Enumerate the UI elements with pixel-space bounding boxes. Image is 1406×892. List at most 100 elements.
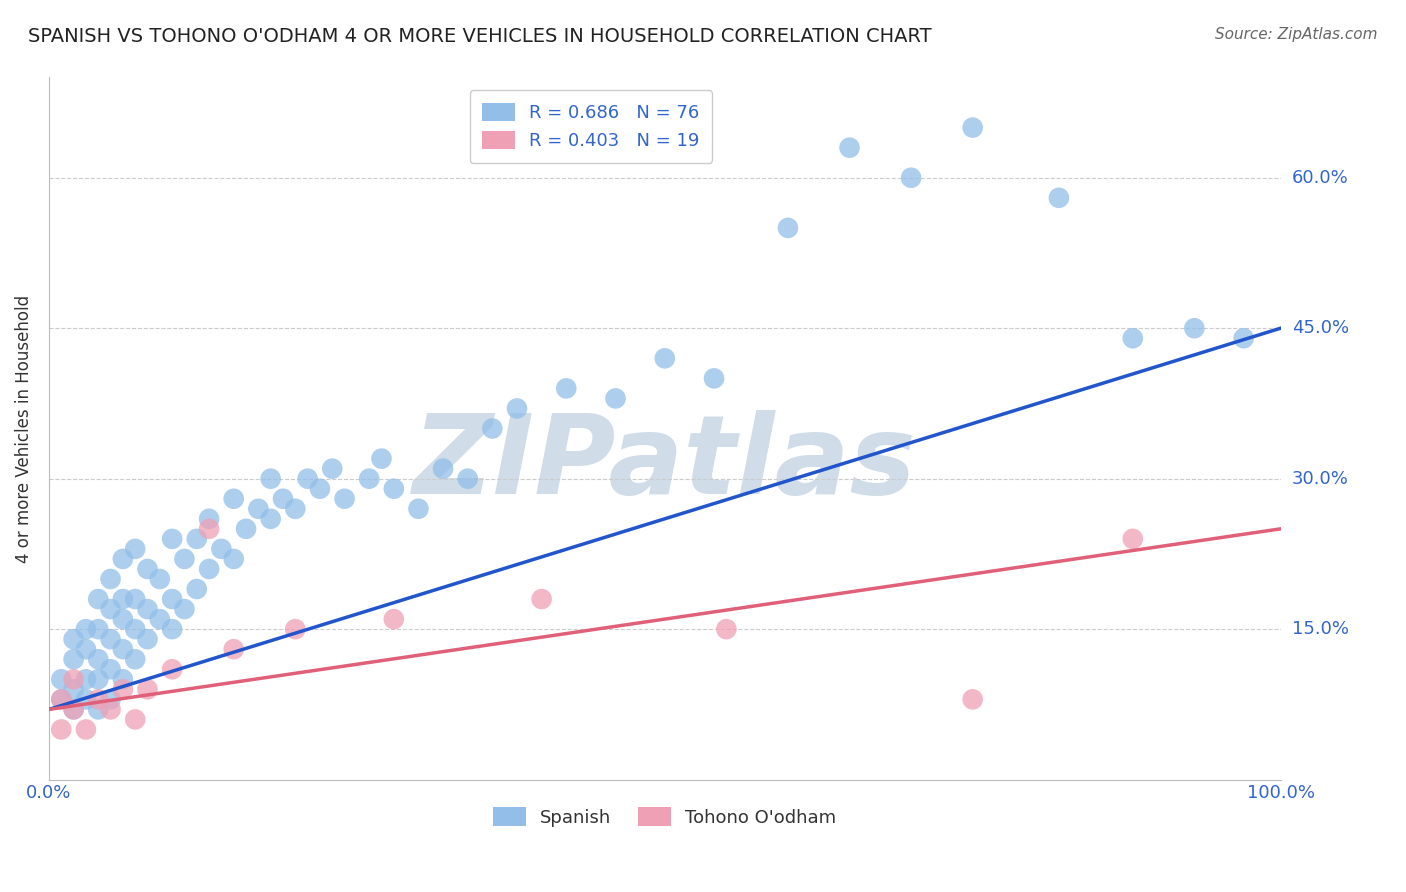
Point (703, 371, 725, 385)
Point (776, 220, 799, 235)
Point (1122, 532, 1144, 546)
Text: 30.0%: 30.0% (1292, 470, 1348, 488)
Point (75, 673, 97, 687)
Point (136, 632, 159, 647)
Point (1233, 331, 1256, 345)
Point (235, 522, 257, 536)
Point (111, 642, 134, 657)
Point (149, 572, 172, 586)
Point (62, 682, 84, 697)
Point (149, 612, 172, 626)
Point (247, 501, 270, 516)
Point (382, 612, 405, 626)
Point (100, 662, 122, 676)
Point (136, 562, 159, 576)
Point (209, 541, 232, 556)
Point (124, 592, 146, 607)
Point (111, 612, 134, 626)
Point (160, 662, 183, 676)
Point (260, 472, 283, 486)
Point (382, 482, 405, 496)
Legend: Spanish, Tohono O'odham: Spanish, Tohono O'odham (486, 800, 844, 834)
Point (100, 702, 122, 716)
Point (51, 692, 73, 706)
Point (1047, 191, 1070, 205)
Text: ZIPatlas: ZIPatlas (413, 410, 917, 517)
Text: Source: ZipAtlas.com: Source: ZipAtlas.com (1215, 27, 1378, 42)
Point (75, 622, 97, 636)
Point (198, 522, 221, 536)
Point (838, 141, 860, 155)
Point (962, 120, 984, 135)
Point (87, 622, 110, 636)
Point (333, 491, 356, 506)
Point (160, 622, 183, 636)
Text: SPANISH VS TOHONO O'ODHAM 4 OR MORE VEHICLES IN HOUSEHOLD CORRELATION CHART: SPANISH VS TOHONO O'ODHAM 4 OR MORE VEHI… (28, 27, 932, 45)
Point (1122, 331, 1144, 345)
Point (654, 351, 676, 366)
Point (87, 692, 110, 706)
Text: 45.0%: 45.0% (1292, 319, 1348, 337)
Point (160, 532, 183, 546)
Point (605, 392, 627, 406)
Point (432, 461, 454, 475)
Point (51, 723, 73, 737)
Point (198, 562, 221, 576)
Point (75, 692, 97, 706)
Point (75, 642, 97, 657)
Point (222, 642, 245, 657)
Point (87, 673, 110, 687)
Point (370, 451, 392, 466)
Point (408, 501, 430, 516)
Point (222, 552, 245, 566)
Point (222, 491, 245, 506)
Point (111, 673, 134, 687)
Point (111, 552, 134, 566)
Point (100, 692, 122, 706)
Point (51, 692, 73, 706)
Point (75, 723, 97, 737)
Point (100, 572, 122, 586)
Point (284, 501, 307, 516)
Point (87, 652, 110, 666)
Point (173, 552, 195, 566)
Point (555, 381, 578, 395)
Point (309, 482, 332, 496)
Point (186, 532, 208, 546)
Point (100, 602, 122, 616)
Point (62, 652, 84, 666)
Point (198, 512, 221, 526)
Point (716, 622, 738, 636)
Text: 15.0%: 15.0% (1292, 620, 1348, 638)
Point (530, 592, 553, 607)
Point (284, 622, 307, 636)
Point (160, 592, 183, 607)
Point (359, 472, 381, 486)
Point (1182, 321, 1205, 335)
Point (271, 491, 294, 506)
Point (124, 652, 146, 666)
Point (62, 702, 84, 716)
Point (900, 170, 922, 185)
Point (506, 401, 529, 416)
Point (481, 421, 503, 435)
Point (136, 602, 159, 616)
Point (111, 592, 134, 607)
Point (124, 541, 146, 556)
Point (457, 472, 479, 486)
Y-axis label: 4 or more Vehicles in Household: 4 or more Vehicles in Household (15, 294, 32, 563)
Point (260, 512, 283, 526)
Point (100, 632, 122, 647)
Point (321, 461, 343, 475)
Point (186, 582, 208, 596)
Point (111, 682, 134, 697)
Point (173, 602, 195, 616)
Text: 60.0%: 60.0% (1292, 169, 1348, 186)
Point (124, 622, 146, 636)
Point (297, 472, 319, 486)
Point (87, 702, 110, 716)
Point (62, 673, 84, 687)
Point (87, 592, 110, 607)
Point (136, 682, 159, 697)
Point (51, 673, 73, 687)
